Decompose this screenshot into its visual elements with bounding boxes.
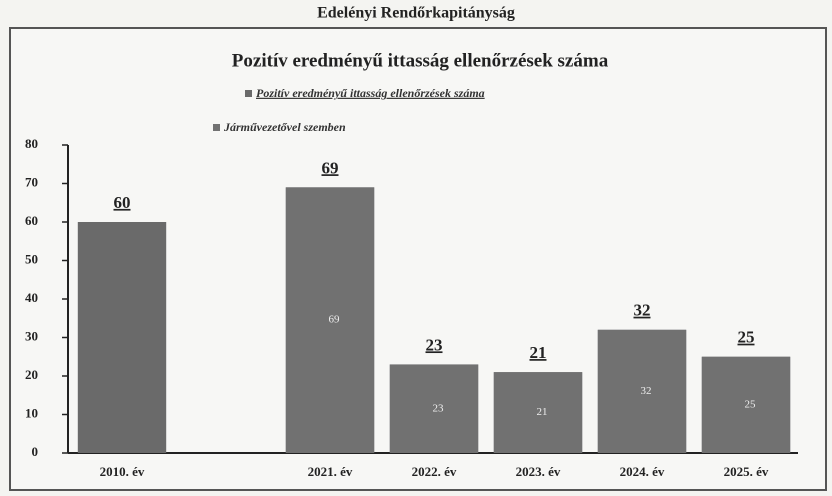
y-tick-label: 10 (25, 405, 38, 420)
legend-swatch (213, 124, 220, 131)
inner-value-label: 25 (745, 398, 757, 410)
page-title: Edelényi Rendőrkapitányság (317, 5, 515, 22)
value-label: 32 (634, 301, 651, 320)
y-tick-label: 0 (32, 444, 39, 459)
x-tick-label: 2021. év (308, 464, 353, 479)
value-label: 69 (322, 158, 339, 177)
inner-value-label: 32 (641, 385, 652, 397)
y-tick-label: 20 (25, 367, 38, 382)
x-tick-label: 2023. év (516, 464, 561, 479)
x-tick-label: 2022. év (412, 464, 457, 479)
value-label: 60 (114, 193, 131, 212)
x-tick-label: 2024. év (620, 464, 665, 479)
y-tick-label: 30 (25, 328, 38, 343)
bar (77, 222, 167, 453)
y-tick-label: 80 (25, 136, 38, 151)
legend-swatch (245, 90, 252, 97)
value-label: 23 (426, 335, 443, 354)
legend-label: Pozitív eredményű ittasság ellenőrzések … (256, 86, 485, 100)
legend-label: Járművezetővel szemben (223, 120, 346, 134)
y-tick-label: 70 (25, 174, 38, 189)
inner-value-label: 69 (329, 314, 341, 326)
bar (701, 356, 791, 453)
y-tick-label: 50 (25, 251, 38, 266)
x-tick-label: 2010. év (100, 464, 145, 479)
value-label: 25 (738, 328, 755, 347)
inner-value-label: 23 (433, 402, 445, 414)
value-label: 21 (530, 343, 547, 362)
bar (493, 372, 583, 453)
bar (389, 364, 479, 453)
x-tick-label: 2025. év (724, 464, 769, 479)
y-tick-label: 60 (25, 213, 38, 228)
chart-title: Pozitív eredményű ittasság ellenőrzések … (232, 50, 609, 71)
inner-value-label: 21 (537, 406, 548, 418)
bar (597, 329, 687, 453)
y-tick-label: 40 (25, 290, 38, 305)
bar (285, 187, 375, 453)
